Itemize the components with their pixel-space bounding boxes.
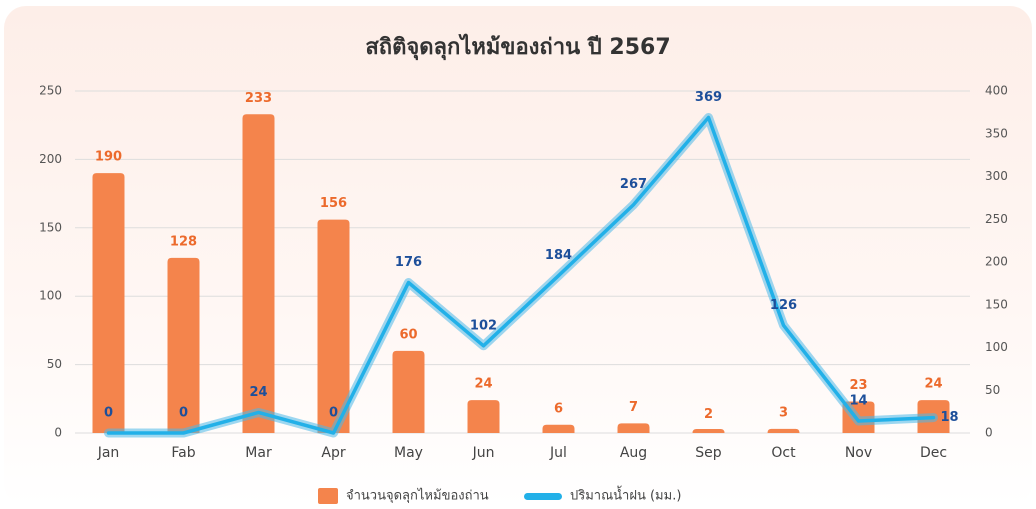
x-tick-label: May	[394, 445, 423, 461]
x-tick-label: Jul	[549, 445, 567, 461]
line-value-label: 0	[329, 406, 338, 421]
bar-value-label: 23	[849, 378, 867, 393]
line-value-label: 24	[249, 385, 267, 400]
chart-title: สถิติจุดลุกไหม้ของถ่าน ปี 2567	[365, 33, 670, 61]
line-value-label: 14	[849, 394, 867, 409]
line-value-label: 369	[695, 90, 722, 105]
bar-value-label: 6	[554, 401, 563, 416]
bar-value-label: 233	[245, 91, 272, 106]
y2-tick-label: 250	[985, 212, 1008, 226]
y2-tick-label: 0	[985, 426, 993, 440]
bar-value-label: 190	[95, 150, 122, 165]
bar	[542, 424, 575, 433]
bar	[692, 429, 725, 433]
x-tick-label: Mar	[245, 445, 272, 461]
x-tick-label: Apr	[321, 445, 345, 461]
y-tick-label: 100	[39, 289, 62, 303]
y2-tick-label: 300	[985, 169, 1008, 183]
bar	[167, 257, 200, 433]
bar	[242, 114, 275, 434]
line	[106, 115, 936, 435]
legend-label: จำนวนจุดลุกไหม้ของถ่าน	[346, 488, 489, 504]
y-tick-label: 0	[54, 426, 62, 440]
x-tick-label: Oct	[771, 445, 796, 461]
bar	[767, 428, 800, 433]
y-tick-label: 50	[47, 357, 62, 371]
line-value-label: 0	[179, 406, 188, 421]
x-tick-label: Nov	[845, 445, 872, 461]
x-tick-label: Dec	[920, 445, 947, 461]
bar-value-label: 24	[924, 377, 942, 392]
x-tick-label: Jan	[97, 445, 120, 461]
legend-label: ปริมาณน้ำฝน (มม.)	[570, 486, 681, 504]
bar-value-label: 156	[320, 196, 347, 211]
bar	[617, 423, 650, 433]
bar-value-label: 3	[779, 405, 788, 420]
y2-tick-label: 100	[985, 340, 1008, 354]
bar-value-label: 128	[170, 234, 197, 249]
y2-tick-label: 350	[985, 126, 1008, 140]
legend-swatch-line	[524, 493, 562, 500]
y2-tick-label: 150	[985, 297, 1008, 311]
line-value-label: 18	[940, 410, 958, 425]
bar-value-label: 24	[474, 377, 492, 392]
line-value-label: 0	[104, 406, 113, 421]
bar-value-label: 7	[629, 400, 638, 415]
line-value-label: 267	[620, 177, 647, 192]
x-tick-label: Aug	[620, 445, 647, 461]
legend-swatch-bar	[318, 488, 338, 504]
bar	[467, 400, 500, 433]
line-value-label: 102	[470, 318, 497, 333]
bar-value-label: 2	[704, 407, 713, 422]
x-tick-label: Sep	[695, 445, 722, 461]
bar	[392, 350, 425, 433]
line-value-label: 176	[395, 255, 422, 270]
bar-value-label: 60	[399, 327, 417, 342]
x-tick-label: Fab	[171, 445, 195, 461]
x-tick-label: Jun	[472, 445, 495, 461]
y-tick-label: 200	[39, 152, 62, 166]
y-tick-label: 150	[39, 220, 62, 234]
line-value-label: 184	[545, 248, 572, 263]
bar	[92, 173, 125, 433]
y2-tick-label: 400	[985, 84, 1008, 98]
bar	[317, 219, 350, 433]
y-tick-label: 250	[39, 84, 62, 98]
y2-tick-label: 50	[985, 383, 1000, 397]
y2-tick-label: 200	[985, 255, 1008, 269]
line-value-label: 126	[770, 298, 797, 313]
